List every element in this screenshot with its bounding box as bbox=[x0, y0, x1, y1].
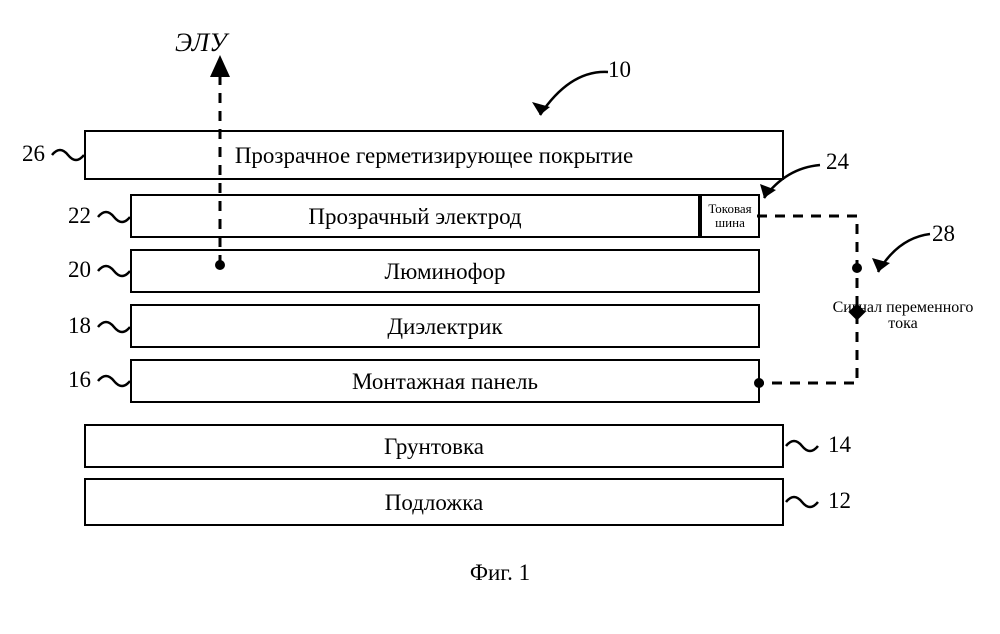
ac-signal-label: Сигнал переменного тока bbox=[818, 300, 988, 332]
squiggle-12 bbox=[784, 494, 824, 510]
layer-bus-label: Токовая шина bbox=[708, 202, 751, 231]
layer-electrode-label: Прозрачный электрод bbox=[308, 205, 521, 228]
layer-seal-label: Прозрачное герметизирующее покрытие bbox=[235, 144, 633, 167]
arrow-elu-dashed bbox=[200, 55, 240, 275]
layer-panel-label: Монтажная панель bbox=[352, 370, 538, 393]
ref-12: 12 bbox=[828, 489, 851, 512]
layer-substrate-label: Подложка bbox=[385, 491, 483, 514]
layer-panel: Монтажная панель bbox=[130, 359, 760, 403]
ref-18: 18 bbox=[68, 314, 91, 337]
figure-caption: Фиг. 1 bbox=[0, 560, 1000, 586]
ref-24: 24 bbox=[826, 150, 849, 173]
layer-phosphor-label: Люминофор bbox=[384, 260, 505, 283]
ref-14: 14 bbox=[828, 433, 851, 456]
squiggle-14 bbox=[784, 438, 824, 454]
layer-dielectric-label: Диэлектрик bbox=[387, 315, 502, 338]
ref-20: 20 bbox=[68, 258, 91, 281]
squiggle-26 bbox=[50, 147, 90, 163]
layer-dielectric: Диэлектрик bbox=[130, 304, 760, 348]
ref-16: 16 bbox=[68, 368, 91, 391]
top-label-elu: ЭЛУ bbox=[175, 28, 227, 58]
squiggle-22 bbox=[96, 209, 136, 225]
layer-substrate: Подложка bbox=[84, 478, 784, 526]
ref-22: 22 bbox=[68, 204, 91, 227]
figure-canvas: ЭЛУ 10 Прозрачное герметизирующее покрыт… bbox=[0, 0, 1000, 634]
ref-28: 28 bbox=[932, 222, 955, 245]
squiggle-18 bbox=[96, 319, 136, 335]
squiggle-20 bbox=[96, 263, 136, 279]
layer-primer-label: Грунтовка bbox=[384, 435, 484, 458]
arrow-ref-10 bbox=[520, 60, 640, 140]
squiggle-16 bbox=[96, 373, 136, 389]
ref-26: 26 bbox=[22, 142, 45, 165]
layer-primer: Грунтовка bbox=[84, 424, 784, 468]
layer-seal: Прозрачное герметизирующее покрытие bbox=[84, 130, 784, 180]
layer-bus: Токовая шина bbox=[700, 194, 760, 238]
